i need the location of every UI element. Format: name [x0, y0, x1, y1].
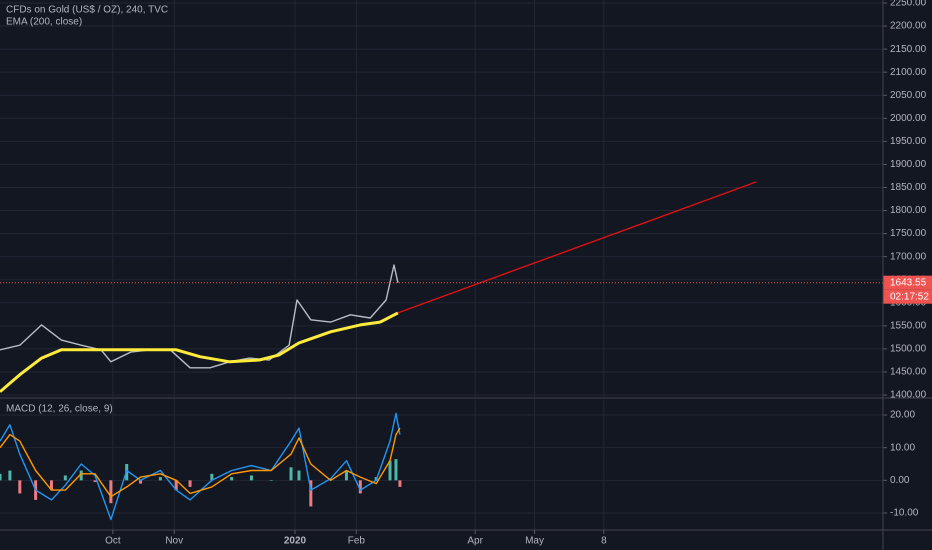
- legend-entry: EMA (200, close): [6, 17, 82, 28]
- histogram-bar: [249, 475, 253, 481]
- y-tick-label: 1450.00: [890, 367, 927, 378]
- panel-title: CFDs on Gold (US$ / OZ), 240, TVC: [6, 5, 168, 16]
- y-tick-label: 2000.00: [890, 113, 927, 124]
- histogram-bar: [63, 475, 67, 481]
- histogram-bar: [394, 459, 398, 481]
- y-tick-label: 20.00: [890, 410, 915, 421]
- histogram-bar: [210, 473, 214, 481]
- line-series: [0, 427, 401, 498]
- y-tick-label: 1700.00: [890, 251, 927, 262]
- histogram-bar: [309, 480, 313, 507]
- histogram-bar: [0, 473, 2, 481]
- x-tick-label: Apr: [467, 536, 483, 547]
- histogram-bar: [358, 480, 362, 494]
- x-tick-label: Oct: [105, 536, 121, 547]
- y-tick-label: 2050.00: [890, 90, 927, 101]
- line-series: [397, 181, 757, 314]
- last-price-label: 1643.55: [890, 277, 927, 288]
- last-price-box: [883, 275, 932, 290]
- histogram-bar: [8, 470, 12, 481]
- y-tick-label: 1550.00: [890, 320, 927, 331]
- y-tick-label: -10.00: [890, 508, 919, 519]
- histogram-bar: [93, 480, 97, 482]
- x-tick-label: 2020: [284, 536, 307, 547]
- histogram-bar: [269, 480, 273, 481]
- countdown-box: [883, 289, 932, 304]
- y-tick-label: 10.00: [890, 442, 915, 453]
- y-tick-label: 1750.00: [890, 228, 927, 239]
- y-tick-label: 2100.00: [890, 67, 927, 78]
- y-tick-label: 2250.00: [890, 0, 927, 9]
- histogram-bar: [188, 480, 192, 487]
- y-tick-label: 1900.00: [890, 159, 927, 170]
- y-tick-label: 1500.00: [890, 344, 927, 355]
- histogram-bar: [344, 470, 348, 481]
- panel-title: MACD (12, 26, close, 9): [6, 404, 113, 415]
- y-tick-label: 1400.00: [890, 390, 927, 401]
- histogram-bar: [230, 477, 234, 481]
- x-tick-label: Feb: [348, 536, 366, 547]
- y-tick-label: 2150.00: [890, 44, 927, 55]
- histogram-bar: [49, 480, 53, 491]
- countdown-label: 02:17:52: [890, 291, 929, 302]
- x-tick-label: 8: [601, 536, 607, 547]
- histogram-bar: [174, 480, 178, 491]
- histogram-bar: [79, 470, 83, 481]
- histogram-bar: [398, 480, 402, 487]
- y-tick-label: 2200.00: [890, 21, 927, 32]
- line-series: [0, 264, 399, 369]
- histogram-bar: [18, 480, 22, 494]
- y-tick-label: 1950.00: [890, 136, 927, 147]
- x-tick-label: Nov: [165, 536, 183, 547]
- histogram-bar: [158, 477, 162, 481]
- line-series: [0, 311, 399, 393]
- x-tick-label: May: [525, 536, 544, 547]
- y-tick-label: 1850.00: [890, 182, 927, 193]
- histogram-bar: [139, 480, 143, 484]
- y-tick-label: 1800.00: [890, 205, 927, 216]
- histogram-bar: [109, 480, 113, 504]
- histogram-bar: [297, 470, 301, 481]
- histogram-bar: [388, 460, 392, 481]
- histogram-bar: [289, 467, 293, 481]
- y-tick-label: 0.00: [890, 475, 910, 486]
